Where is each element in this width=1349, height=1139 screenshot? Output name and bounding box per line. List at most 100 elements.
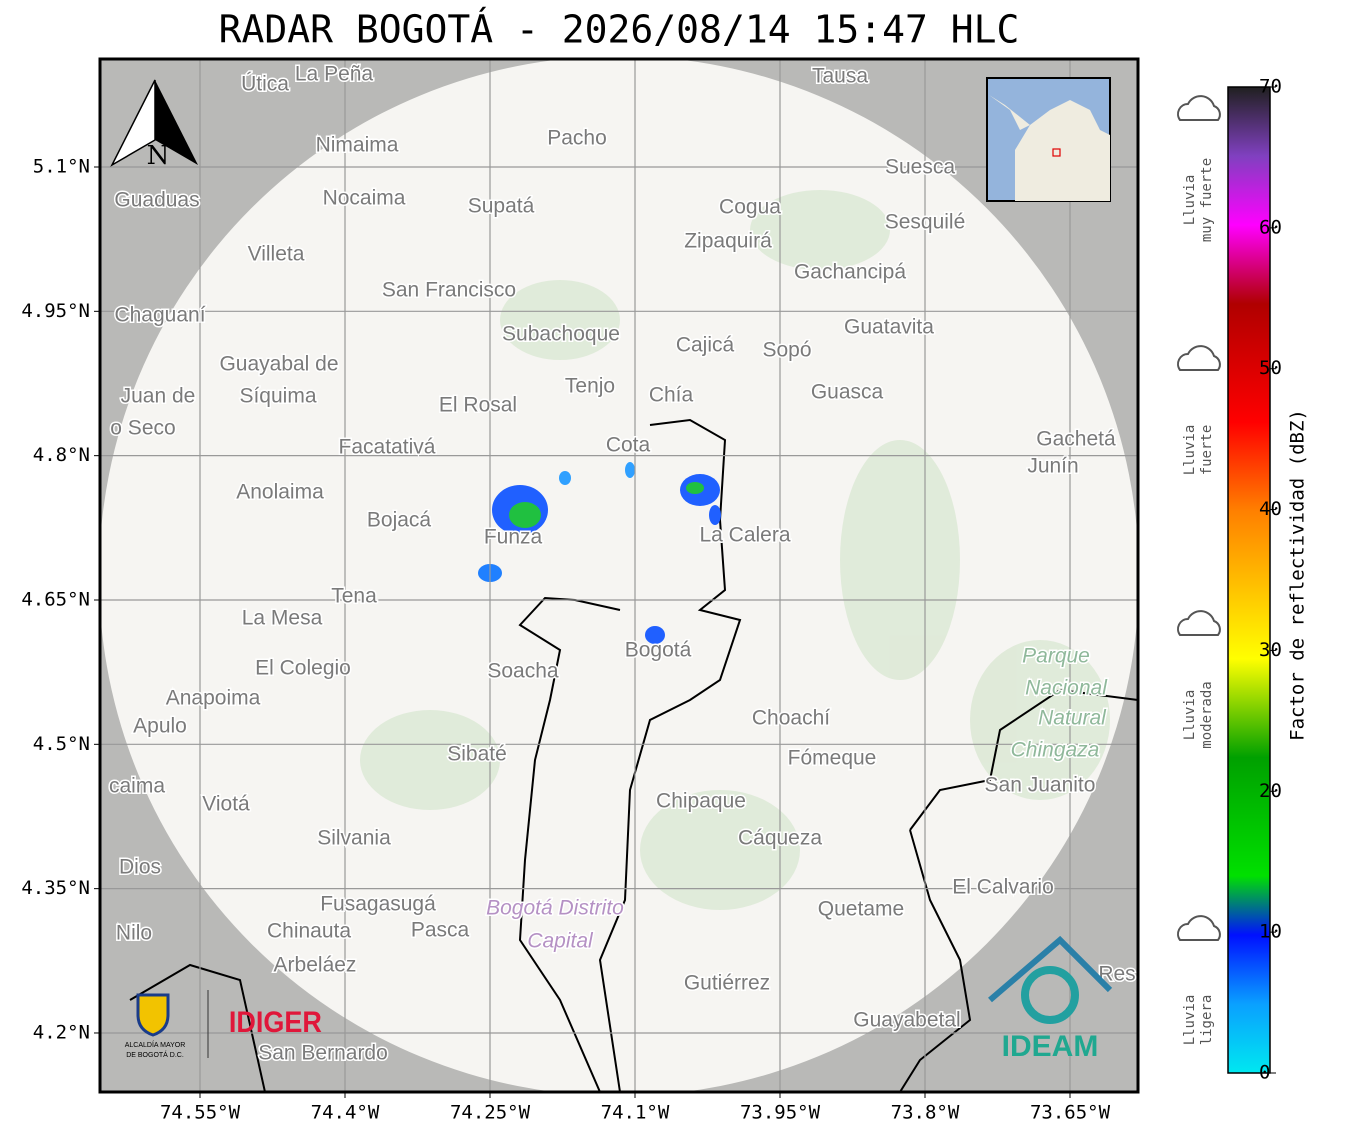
place-label: Chaguaní bbox=[114, 304, 205, 327]
radar-echoes bbox=[478, 462, 721, 644]
place-label: Gutiérrez bbox=[684, 972, 770, 995]
rain-level-label: Lluvia bbox=[1182, 175, 1198, 226]
place-label: Bojacá bbox=[367, 509, 432, 532]
lat-tick-label: 4.5°N bbox=[33, 733, 90, 755]
place-label: Fómeque bbox=[788, 747, 877, 770]
place-label: Apulo bbox=[133, 715, 187, 738]
lat-tick-label: 4.35°N bbox=[21, 877, 90, 899]
place-label: Soacha bbox=[487, 660, 559, 683]
park-label: Nacional bbox=[1025, 677, 1108, 700]
park-label: Chingaza bbox=[1011, 739, 1100, 762]
place-label: El Colegio bbox=[255, 657, 351, 680]
place-label: San Bernardo bbox=[258, 1042, 388, 1065]
district-label: Bogotá Distrito bbox=[486, 897, 624, 920]
colorbar-label: Factor de reflectividad (dBZ) bbox=[1287, 409, 1309, 741]
place-label: Facatativá bbox=[339, 436, 436, 459]
place-label: Pacho bbox=[547, 127, 607, 150]
lon-tick-label: 74.25°W bbox=[450, 1102, 531, 1124]
map: La Peña Útica Tausa Pacho Nimaima Suesca Guadu… bbox=[100, 59, 1138, 1092]
rain-level-label: Lluvia bbox=[1182, 425, 1198, 476]
rain-icon bbox=[1177, 610, 1221, 636]
place-label: La Peña bbox=[295, 63, 374, 86]
place-label: Cogua bbox=[719, 196, 781, 219]
place-label: Silvania bbox=[317, 827, 391, 850]
place-label: San Juanito bbox=[985, 774, 1096, 797]
place-label: Chinauta bbox=[267, 920, 351, 943]
park-label: Natural bbox=[1038, 707, 1107, 730]
logos: ALCALDÍA MAYOR DE BOGOTÁ D.C. IDIGER IDE… bbox=[125, 935, 1113, 1063]
lon-tick-label: 74.4°W bbox=[311, 1102, 380, 1124]
place-label: Fusagasugá bbox=[320, 893, 436, 916]
place-label: Arbeláez bbox=[274, 954, 357, 977]
place-label: Supatá bbox=[468, 195, 535, 218]
place-label: Gachetá bbox=[1036, 428, 1116, 451]
place-label: Choachí bbox=[752, 707, 830, 730]
lon-tick-label: 74.55°W bbox=[160, 1102, 241, 1124]
alcaldia-line: DE BOGOTÁ D.C. bbox=[126, 1050, 184, 1059]
place-label: Nilo bbox=[116, 922, 152, 945]
place-label: San Francisco bbox=[382, 279, 516, 302]
place-label: Funza bbox=[484, 526, 543, 549]
rain-icon bbox=[1177, 345, 1221, 371]
place-label: Guasca bbox=[811, 381, 884, 404]
map-frame bbox=[98, 57, 1140, 1094]
alcaldia-line: ALCALDÍA MAYOR bbox=[125, 1040, 186, 1049]
place-label: Subachoque bbox=[502, 323, 620, 346]
colorbar-ticks: 0 10 20 30 40 50 60 70 bbox=[1259, 76, 1282, 1084]
place-label: Sopó bbox=[762, 339, 811, 362]
lat-tick-label: 4.8°N bbox=[33, 444, 90, 466]
place-label: Sibaté bbox=[447, 743, 507, 766]
ideam-logo: IDEAM bbox=[1002, 1030, 1099, 1063]
place-label: Chía bbox=[649, 384, 694, 407]
lon-tick-label: 74.1°W bbox=[601, 1102, 670, 1124]
colorbar-tick-label: 20 bbox=[1259, 780, 1282, 802]
place-label: Zipaquirá bbox=[684, 230, 772, 253]
place-label: o Seco bbox=[110, 417, 175, 440]
place-label: Quetame bbox=[818, 898, 904, 921]
place-label: Sesquilé bbox=[885, 211, 966, 234]
colorbar-tick-label: 30 bbox=[1259, 639, 1282, 661]
colorbar bbox=[1227, 86, 1271, 1074]
rain-level-label: fuerte bbox=[1199, 425, 1215, 476]
rain-level-label: moderada bbox=[1199, 681, 1215, 748]
place-label: La Mesa bbox=[242, 607, 323, 630]
place-label: Anapoima bbox=[166, 687, 261, 710]
colorbar-tick-label: 50 bbox=[1259, 357, 1282, 379]
north-arrow: N bbox=[110, 79, 198, 171]
place-label: Gachancipá bbox=[794, 261, 906, 284]
colorbar-tick-label: 70 bbox=[1259, 76, 1282, 98]
district-label: Capital bbox=[527, 930, 594, 953]
place-label: Viotá bbox=[202, 793, 250, 816]
terrain bbox=[360, 190, 1110, 910]
north-label: N bbox=[147, 141, 170, 171]
place-label: Bogotá bbox=[625, 639, 692, 662]
place-label: Dios bbox=[119, 856, 161, 879]
place-label: Junín bbox=[1027, 455, 1078, 478]
lat-tick-label: 4.95°N bbox=[21, 300, 90, 322]
park-label: Parque bbox=[1022, 645, 1090, 668]
colorbar-tick-label: 60 bbox=[1259, 216, 1282, 238]
place-label: El Rosal bbox=[439, 394, 517, 417]
place-label: Tena bbox=[331, 585, 377, 608]
place-label: Cota bbox=[606, 434, 651, 457]
place-label: Tausa bbox=[812, 65, 868, 88]
place-label: Síquima bbox=[239, 385, 316, 408]
rain-level-label: Lluvia bbox=[1182, 995, 1198, 1046]
place-label: Cáqueza bbox=[738, 827, 822, 850]
lat-tick-label: 4.2°N bbox=[33, 1021, 90, 1043]
place-label: El Calvario bbox=[952, 876, 1054, 899]
colorbar-tick-label: 40 bbox=[1259, 498, 1282, 520]
place-label: Guayabetal bbox=[853, 1009, 960, 1032]
places: La Peña Útica Tausa Pacho Nimaima Suesca Guadu… bbox=[107, 61, 1137, 1066]
place-label: Cajicá bbox=[676, 334, 735, 357]
lon-tick-label: 73.95°W bbox=[740, 1102, 821, 1124]
rain-level-label: ligera bbox=[1199, 995, 1215, 1046]
lon-tick-label: 73.65°W bbox=[1030, 1102, 1111, 1124]
title: RADAR BOGOTÁ - 2026/08/14 15:47 HLC bbox=[219, 8, 1020, 52]
place-label: Juan de bbox=[121, 385, 196, 408]
rain-level-label: muy fuerte bbox=[1199, 158, 1215, 242]
place-label: Guatavita bbox=[844, 316, 934, 339]
inset-map bbox=[986, 77, 1111, 202]
lat-tick-label: 5.1°N bbox=[33, 156, 90, 178]
